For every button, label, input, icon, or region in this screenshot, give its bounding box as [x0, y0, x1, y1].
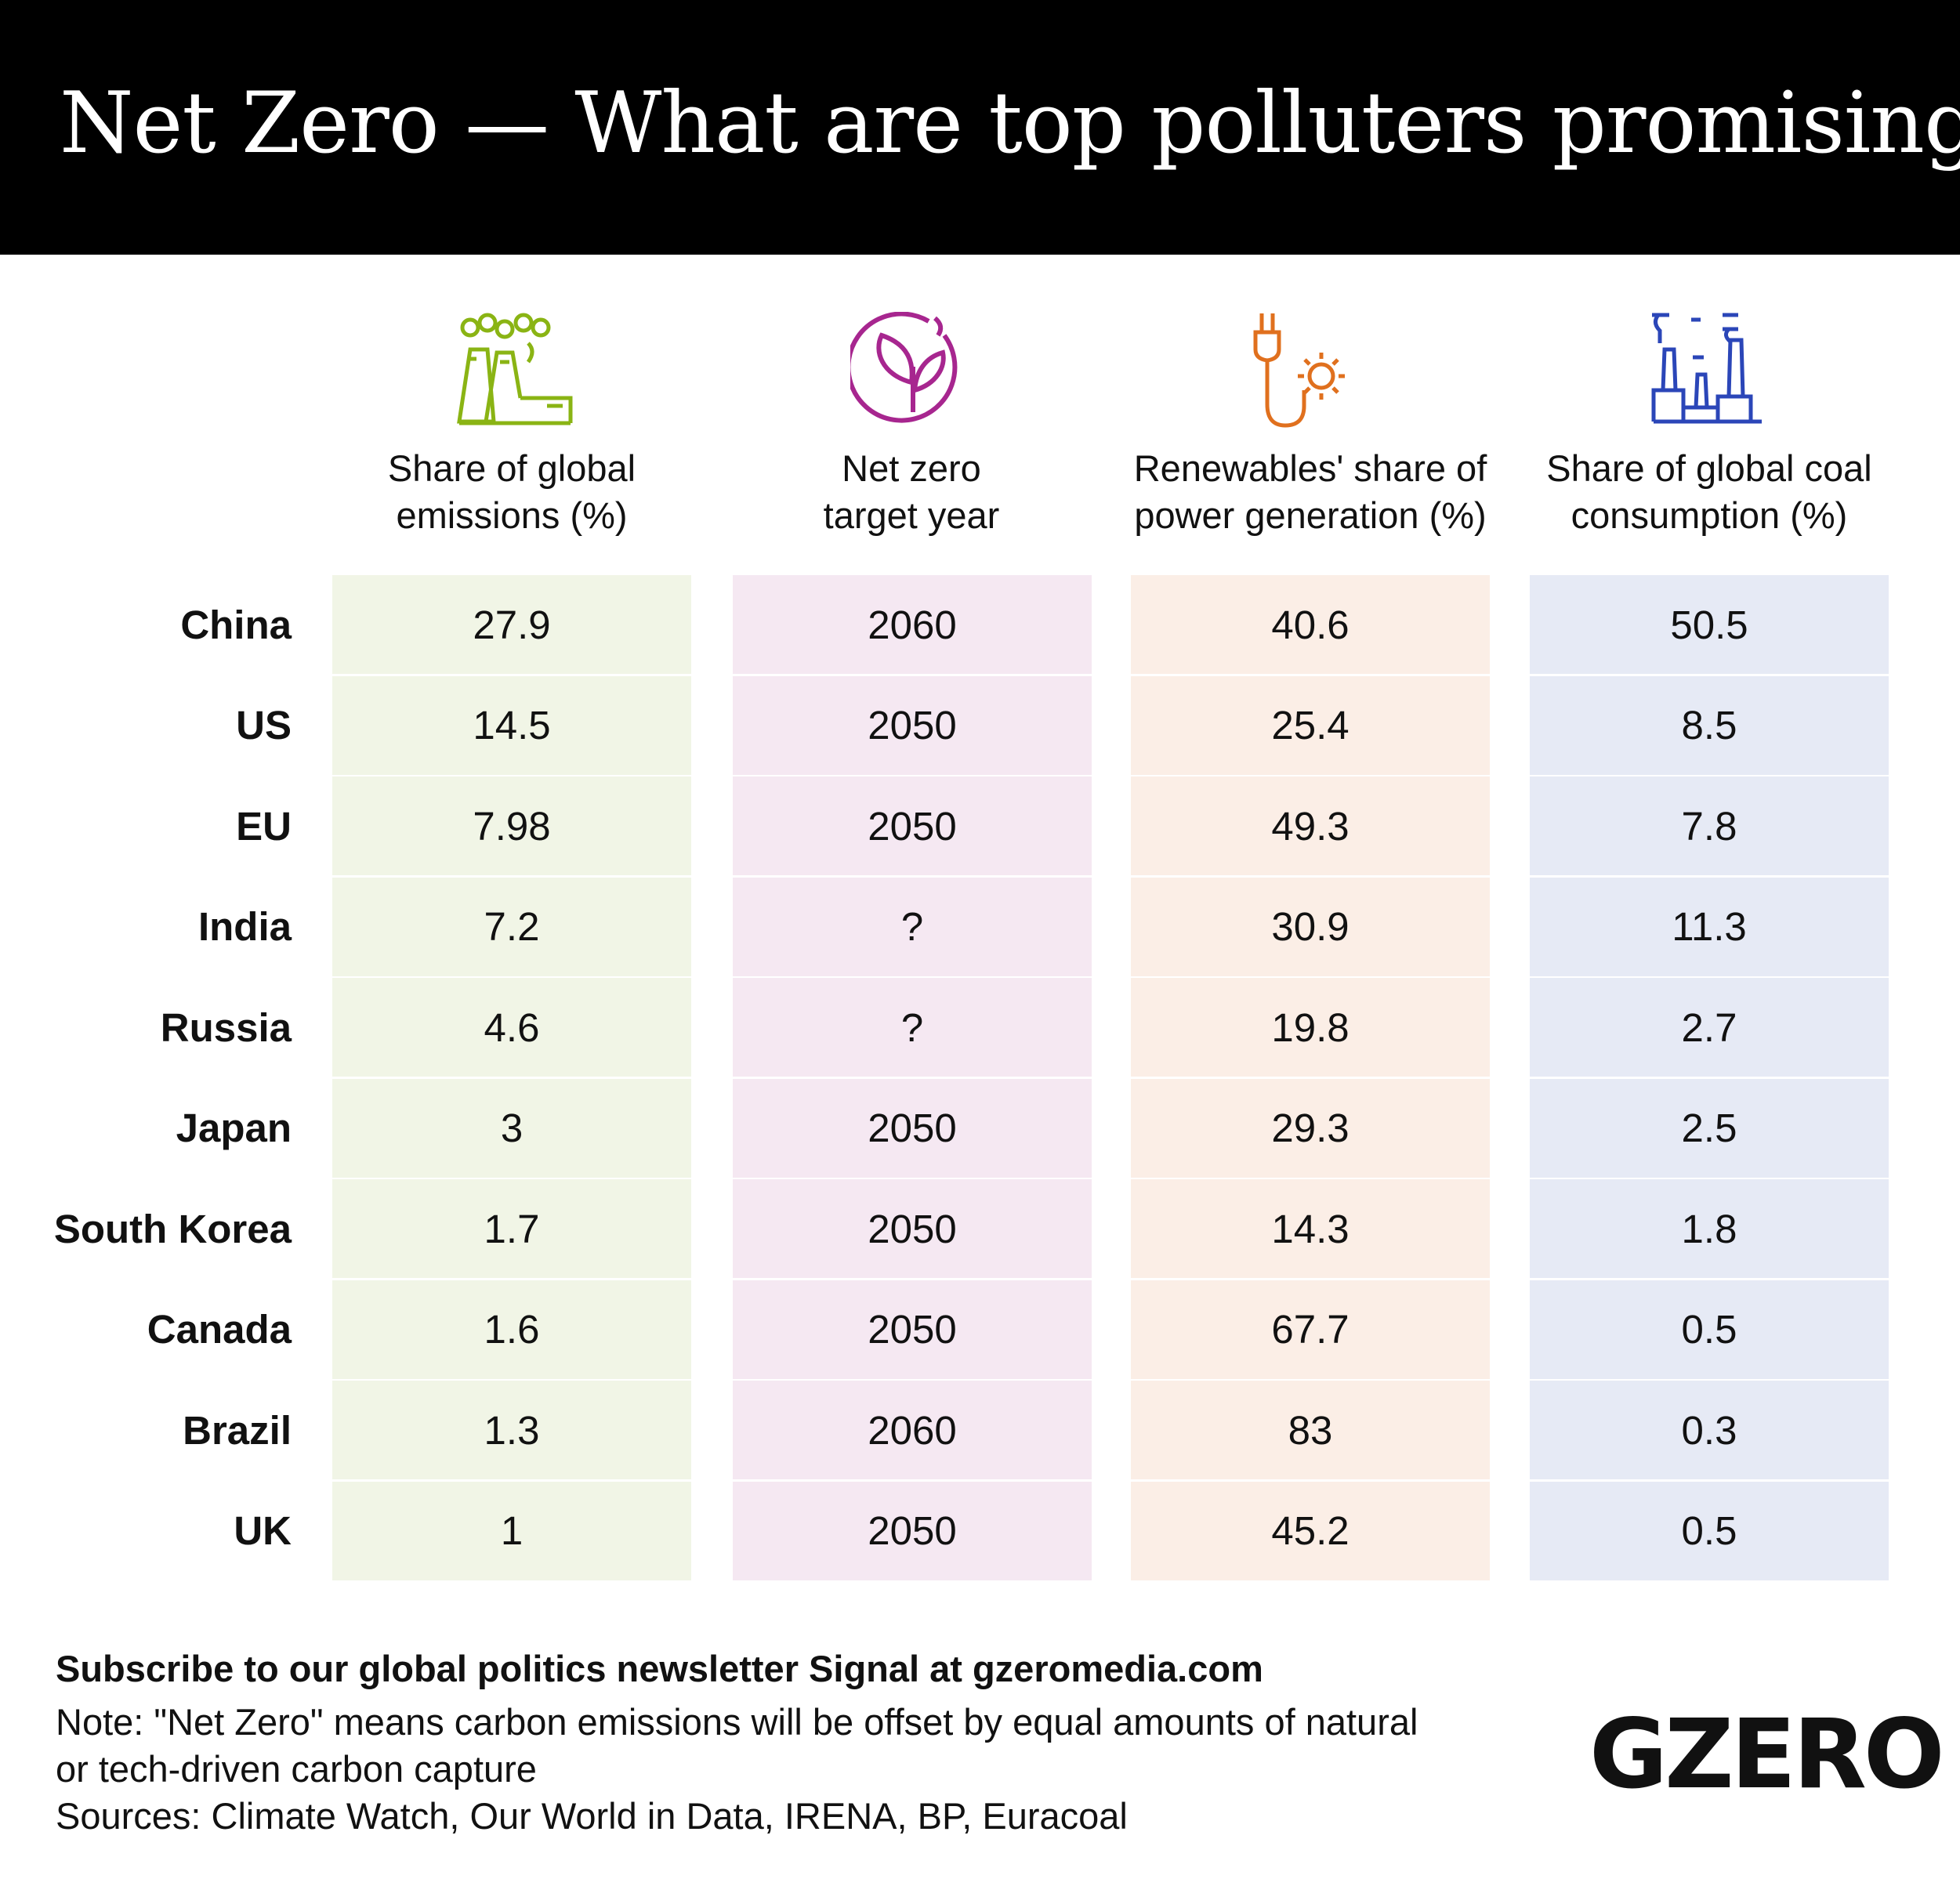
header-banner: Net Zero — What are top polluters promis…	[0, 0, 1960, 255]
table-cell: 1.3	[332, 1381, 691, 1479]
table-cell: 2060	[733, 1381, 1092, 1479]
table-cell: 2050	[733, 1280, 1092, 1379]
table-cell: 2050	[733, 1179, 1092, 1278]
country-label: UK	[234, 1508, 292, 1553]
table-cell: 2060	[733, 575, 1092, 674]
table-cell: 29.3	[1131, 1078, 1490, 1178]
table-cell: 0.5	[1530, 1280, 1889, 1379]
table-cell: 2.5	[1530, 1078, 1889, 1178]
country-label: South Korea	[53, 1206, 292, 1251]
table-cell: 1.7	[332, 1179, 691, 1278]
country-label: China	[180, 602, 292, 647]
country-label: Japan	[176, 1106, 292, 1150]
table-cell: 2.7	[1530, 978, 1889, 1077]
country-label: Canada	[147, 1307, 292, 1352]
table-cell: 1.8	[1530, 1179, 1889, 1278]
table-cell: 1	[332, 1481, 691, 1580]
factory-smoke-icon	[457, 313, 573, 425]
table-cell: 7.2	[332, 877, 691, 976]
subscribe-text: Subscribe to our global politics newslet…	[56, 1648, 1263, 1689]
table-cell: 2050	[733, 776, 1092, 875]
table-cell: 7.98	[332, 776, 691, 875]
table-cell: 30.9	[1131, 877, 1490, 976]
country-label: Russia	[160, 1005, 292, 1050]
table-cell: 14.3	[1131, 1179, 1490, 1278]
table-cell: 2050	[733, 675, 1092, 775]
table-cell: 25.4	[1131, 675, 1490, 775]
gzero-logo: GZERO	[1589, 1699, 1945, 1810]
column-header-renewables: Renewables' share of power generation (%)	[1133, 447, 1487, 536]
table-cell: 1.6	[332, 1280, 691, 1379]
column-header-target-year: Net zero target year	[823, 447, 1000, 536]
table-cell: 0.3	[1530, 1381, 1889, 1479]
table-cell: 50.5	[1530, 575, 1889, 674]
table-cell: ?	[733, 877, 1092, 976]
table-cell: 11.3	[1530, 877, 1889, 976]
country-label: US	[236, 703, 292, 748]
table-cell: 4.6	[332, 978, 691, 1077]
leaf-circle-icon	[850, 312, 958, 423]
note-line-2: or tech-driven carbon capture	[56, 1748, 537, 1790]
table-cell: 2050	[733, 1481, 1092, 1580]
table-cell: 0.5	[1530, 1481, 1889, 1580]
table-cell: 45.2	[1131, 1481, 1490, 1580]
table-cell: 14.5	[332, 675, 691, 775]
table-cell: 67.7	[1131, 1280, 1490, 1379]
table-cell: 8.5	[1530, 675, 1889, 775]
table-cell: 3	[332, 1078, 691, 1178]
note-line-1: Note: "Net Zero" means carbon emissions …	[56, 1701, 1418, 1743]
country-label: Brazil	[183, 1407, 292, 1453]
table-cell: 27.9	[332, 575, 691, 674]
country-label: India	[197, 904, 292, 949]
table-cell: ?	[733, 978, 1092, 1077]
table-cell: 49.3	[1131, 776, 1490, 875]
sources-text: Sources: Climate Watch, Our World in Dat…	[56, 1795, 1128, 1837]
table-cell: 40.6	[1131, 575, 1490, 674]
column-header-emissions: Share of global emissions (%)	[387, 447, 636, 536]
country-label: EU	[236, 803, 292, 849]
power-plant-icon	[1651, 313, 1762, 424]
table-cell: 83	[1131, 1381, 1490, 1479]
page-title: Net Zero — What are top polluters promis…	[60, 74, 1960, 172]
column-header-coal: Share of global coal consumption (%)	[1546, 447, 1872, 536]
table-cell: 2050	[733, 1078, 1092, 1178]
table-cell: 7.8	[1530, 776, 1889, 875]
plug-sun-icon	[1253, 313, 1345, 428]
table-cell: 19.8	[1131, 978, 1490, 1077]
